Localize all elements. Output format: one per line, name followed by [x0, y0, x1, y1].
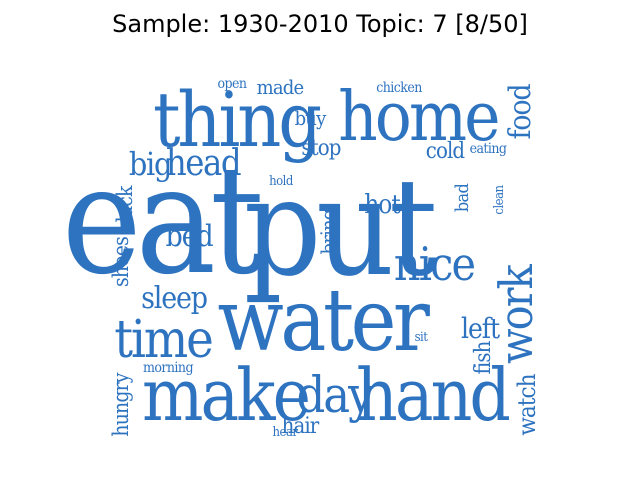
word-buy: buy	[295, 106, 328, 130]
word-fish: fish	[471, 340, 496, 374]
word-bring: bring	[316, 209, 340, 254]
word-hear: hear	[273, 425, 299, 440]
word-left: left	[461, 312, 500, 345]
word-bad: bad	[452, 184, 473, 213]
word-hungry: hungry	[109, 372, 133, 436]
word-watch: watch	[513, 373, 541, 435]
word-work: work	[489, 263, 543, 364]
word-clean: clean	[492, 184, 507, 214]
word-head: head	[166, 143, 241, 184]
word-sleep: sleep	[141, 281, 207, 316]
word-nice: nice	[394, 237, 475, 291]
word-stop: stop	[301, 136, 340, 161]
word-eat: eat	[62, 134, 264, 308]
word-day: day	[296, 366, 374, 424]
word-sit: sit	[415, 330, 429, 345]
word-water: water	[218, 271, 430, 371]
word-open: open	[218, 76, 247, 92]
word-hand: hand	[356, 353, 509, 437]
word-cold: cold	[426, 139, 466, 164]
figure-title: Sample: 1930-2010 Topic: 7 [8/50]	[112, 10, 528, 38]
word-hair: hair	[282, 414, 320, 439]
word-made: made	[257, 75, 304, 99]
word-food: food	[503, 84, 538, 140]
word-black: black	[113, 185, 137, 234]
word-shoes: shoes	[109, 237, 133, 287]
word-home: home	[338, 78, 498, 157]
word-bed: bed	[166, 219, 214, 254]
word-thing: thing	[153, 75, 320, 164]
word-big: big	[129, 145, 172, 183]
word-make: make	[142, 353, 309, 437]
word-hold: hold	[269, 174, 294, 189]
word-hot: hot	[364, 190, 401, 220]
word-put: put	[244, 149, 437, 306]
word-eating: eating	[470, 141, 507, 157]
word-morning: morning	[143, 360, 193, 376]
word-time: time	[114, 310, 212, 370]
word-chicken: chicken	[376, 80, 422, 96]
